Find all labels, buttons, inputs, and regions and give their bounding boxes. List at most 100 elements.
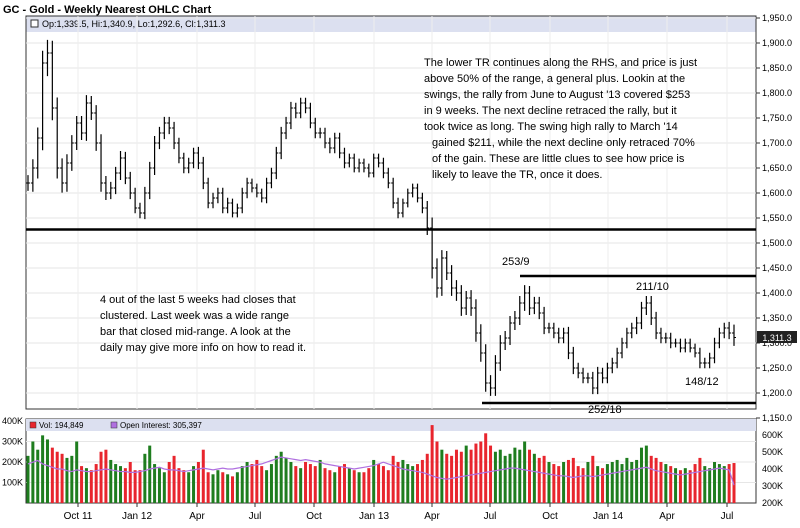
ohlc-bar <box>571 346 576 375</box>
volume-bar <box>464 445 468 503</box>
ohlc-bar <box>517 296 522 325</box>
volume-bar <box>713 462 717 503</box>
volume-bar <box>416 464 420 503</box>
ohlc-bar <box>303 97 308 114</box>
price-panel: Op:1,339.5, Hi:1,340.9, Lo:1,292.6, Cl:1… <box>25 13 797 423</box>
ohlc-bar <box>162 116 167 140</box>
volume-bar <box>313 466 317 503</box>
volume-bar <box>196 462 200 503</box>
volume-bar <box>31 441 35 503</box>
ohlc-bar <box>610 357 615 374</box>
volume-bar <box>216 470 220 503</box>
volume-y-tick-label: 200K <box>2 457 23 467</box>
volume-bar <box>265 470 269 503</box>
ohlc-bar <box>99 134 104 192</box>
volume-bars <box>26 425 736 503</box>
volume-bar <box>523 441 527 503</box>
ohlc-bar <box>327 137 332 154</box>
ohlc-bar <box>137 202 142 219</box>
price-y-tick-label: 1,800.0 <box>762 88 792 98</box>
volume-bar <box>328 470 332 503</box>
volume-bar <box>123 468 127 503</box>
volume-bar <box>727 464 731 503</box>
volume-bar <box>537 457 541 503</box>
ohlc-bar <box>274 146 279 180</box>
volume-bar <box>109 459 113 503</box>
price-lines <box>26 228 756 405</box>
volume-bar <box>114 464 118 503</box>
ohlc-bar <box>269 167 274 189</box>
volume-bar <box>562 462 566 503</box>
commentary-top-line-1: The lower TR continues along the RHS, an… <box>424 57 697 69</box>
volume-bar <box>128 462 132 503</box>
ohlc-bar <box>697 347 702 369</box>
volume-bar <box>459 451 463 503</box>
volume-bar <box>639 447 643 503</box>
ohlc-bar <box>620 337 625 359</box>
x-tick-label: Jan 12 <box>122 511 152 522</box>
volume-bar <box>674 468 678 503</box>
volume-bar <box>508 453 512 503</box>
price-y-tick-label: 1,700.0 <box>762 138 792 148</box>
last-price-marker <box>757 331 797 343</box>
volume-bar <box>41 435 45 503</box>
ohlc-bar <box>508 316 513 345</box>
ohlc-bar <box>712 337 717 364</box>
volume-bar <box>440 449 444 503</box>
ohlc-bar <box>230 198 235 218</box>
ohlc-bar <box>488 375 493 396</box>
ohlc-bar <box>585 372 590 384</box>
volume-bar <box>36 449 40 503</box>
volume-bar <box>654 457 658 503</box>
volume-bar <box>591 455 595 503</box>
ohlc-legend-icon <box>30 19 39 28</box>
ohlc-bar <box>566 326 571 360</box>
ohlc-bar <box>391 177 396 209</box>
x-tick-label: Apr <box>424 511 440 522</box>
ohlc-bar <box>654 311 659 340</box>
ohlc-bar <box>512 311 517 330</box>
commentary-left-line-2: clustered. Last week was a wide range <box>100 310 289 322</box>
volume-bar <box>406 464 410 503</box>
volume-bar <box>104 449 108 503</box>
volume-bar <box>250 464 254 503</box>
ohlc-bar <box>688 338 693 353</box>
ohlc-bar <box>181 152 186 174</box>
ohlc-bar <box>624 327 629 349</box>
ohlc-bar <box>284 116 289 140</box>
ohlc-bar <box>444 251 449 280</box>
volume-bar <box>669 466 673 503</box>
ohlc-bar <box>371 153 376 178</box>
volume-bar <box>528 449 532 503</box>
ohlc-bar <box>483 344 488 392</box>
ohlc-bar <box>693 343 698 358</box>
x-tick-label: Jul <box>721 511 734 522</box>
volume-bar <box>664 464 668 503</box>
volume-bar <box>503 455 507 503</box>
ohlc-bar <box>113 166 118 195</box>
volume-bar <box>357 472 361 503</box>
x-tick-label: Jul <box>249 511 262 522</box>
commentary-top-line-5: took twice as long. The swing high rally… <box>424 121 678 133</box>
volume-bar <box>230 476 234 503</box>
ohlc-bar <box>532 296 537 315</box>
ohlc-bar <box>503 331 508 350</box>
commentary-left-line-3: bar that closed mid-range. A look at the <box>100 326 291 338</box>
volume-bar <box>396 462 400 503</box>
volume-bar <box>717 464 721 503</box>
volume-bar <box>547 462 551 503</box>
oi-y-tick-label: 200K <box>762 498 783 508</box>
volume-bar <box>70 455 74 503</box>
ohlc-bar <box>658 327 663 344</box>
volume-bar <box>260 466 264 503</box>
volume-bar <box>732 463 736 503</box>
ohlc-bar <box>420 192 425 214</box>
ohlc-bar <box>430 217 435 279</box>
volume-bar <box>532 453 536 503</box>
ohlc-bar <box>347 153 352 168</box>
price-y-tick-label: 1,150.0 <box>762 413 792 423</box>
ohlc-bar <box>629 322 634 339</box>
ohlc-bar <box>561 327 566 344</box>
volume-bar <box>576 466 580 503</box>
x-tick-label: Oct <box>306 511 322 522</box>
